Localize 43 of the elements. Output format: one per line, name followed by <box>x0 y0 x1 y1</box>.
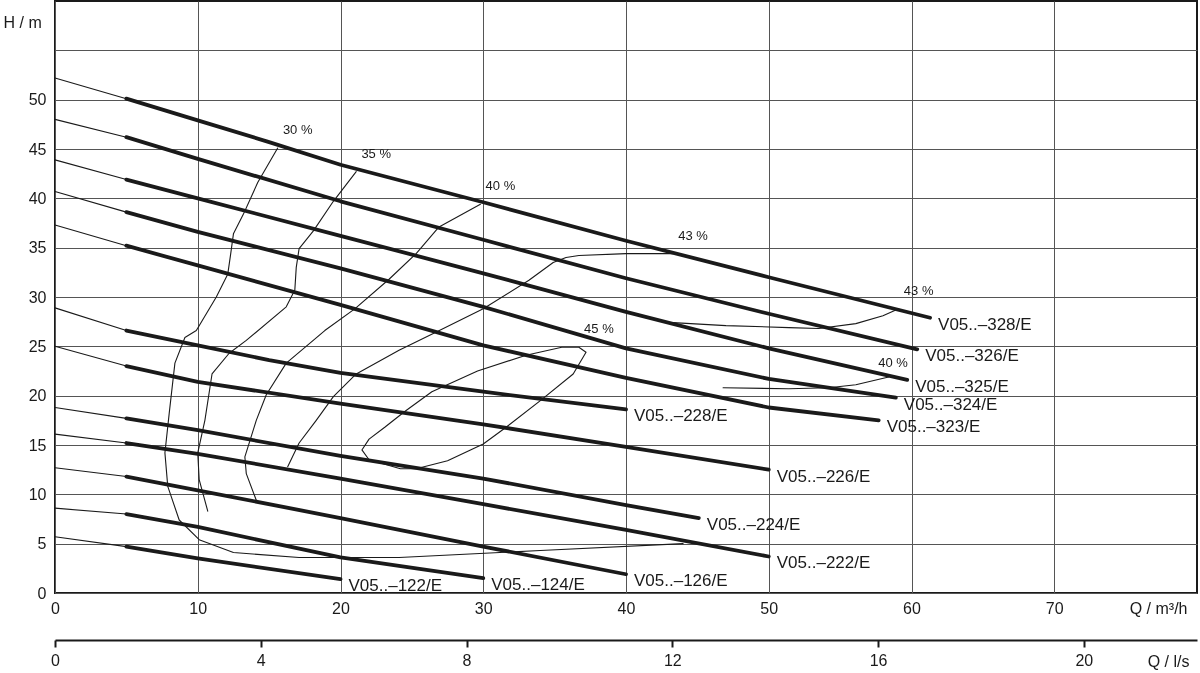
series-label: V05..–326/E <box>925 346 1019 366</box>
annotation: 35 % <box>361 145 392 161</box>
y-axis-title: H / m <box>3 13 42 31</box>
series-label: V05..–325/E <box>915 376 1009 396</box>
annotation: 40 % <box>485 178 516 194</box>
x-axis-title: Q / m³/h <box>1129 599 1188 617</box>
x2-tick-label: 20 <box>1075 651 1094 669</box>
series-label: V05..–228/E <box>634 406 728 426</box>
x2-tick-label: 8 <box>462 651 472 669</box>
x-tick-label: 30 <box>474 599 493 617</box>
annotation: 40 % <box>878 354 909 370</box>
y-tick-label: 15 <box>28 436 47 454</box>
x-tick-label: 20 <box>332 599 350 617</box>
series-label: V05..–328/E <box>938 314 1032 334</box>
x2-tick-label: 4 <box>256 651 266 669</box>
y-tick-label: 40 <box>28 189 47 207</box>
y-tick-label: 35 <box>28 239 47 257</box>
x-tick-label: 50 <box>760 599 779 617</box>
x-tick-label: 70 <box>1045 599 1064 617</box>
series-label: V05..–126/E <box>634 571 728 591</box>
series-label: V05..–124/E <box>491 575 585 595</box>
y-tick-label: 10 <box>28 485 47 503</box>
x2-axis-title: Q / l/s <box>1147 652 1190 670</box>
y-tick-label: 50 <box>28 91 47 109</box>
y-tick-label: 45 <box>28 140 47 158</box>
y-tick-label: 25 <box>28 337 47 355</box>
annotation: 43 % <box>678 227 709 243</box>
y-tick-label: 30 <box>28 288 47 306</box>
series-label: V05..–122/E <box>348 576 443 596</box>
y-tick-label: 20 <box>28 387 47 405</box>
series-label: V05..–226/E <box>776 466 871 486</box>
y-tick-label: 0 <box>37 584 47 602</box>
annotation: 30 % <box>282 122 313 138</box>
annotation: 45 % <box>584 321 615 337</box>
x-tick-label: 0 <box>51 599 61 617</box>
x2-tick-label: 16 <box>869 651 888 669</box>
x-tick-label: 60 <box>903 599 921 617</box>
x2-tick-label: 0 <box>51 651 61 669</box>
series-label: V05..–222/E <box>776 553 871 573</box>
x-tick-label: 40 <box>617 599 636 617</box>
y-tick-label: 5 <box>37 535 47 553</box>
x-tick-label: 10 <box>189 599 208 617</box>
x2-tick-label: 12 <box>663 651 682 669</box>
